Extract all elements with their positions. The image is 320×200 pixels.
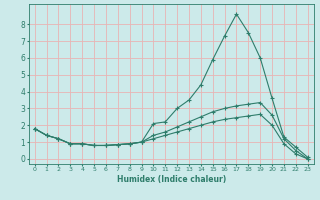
X-axis label: Humidex (Indice chaleur): Humidex (Indice chaleur) [116,175,226,184]
